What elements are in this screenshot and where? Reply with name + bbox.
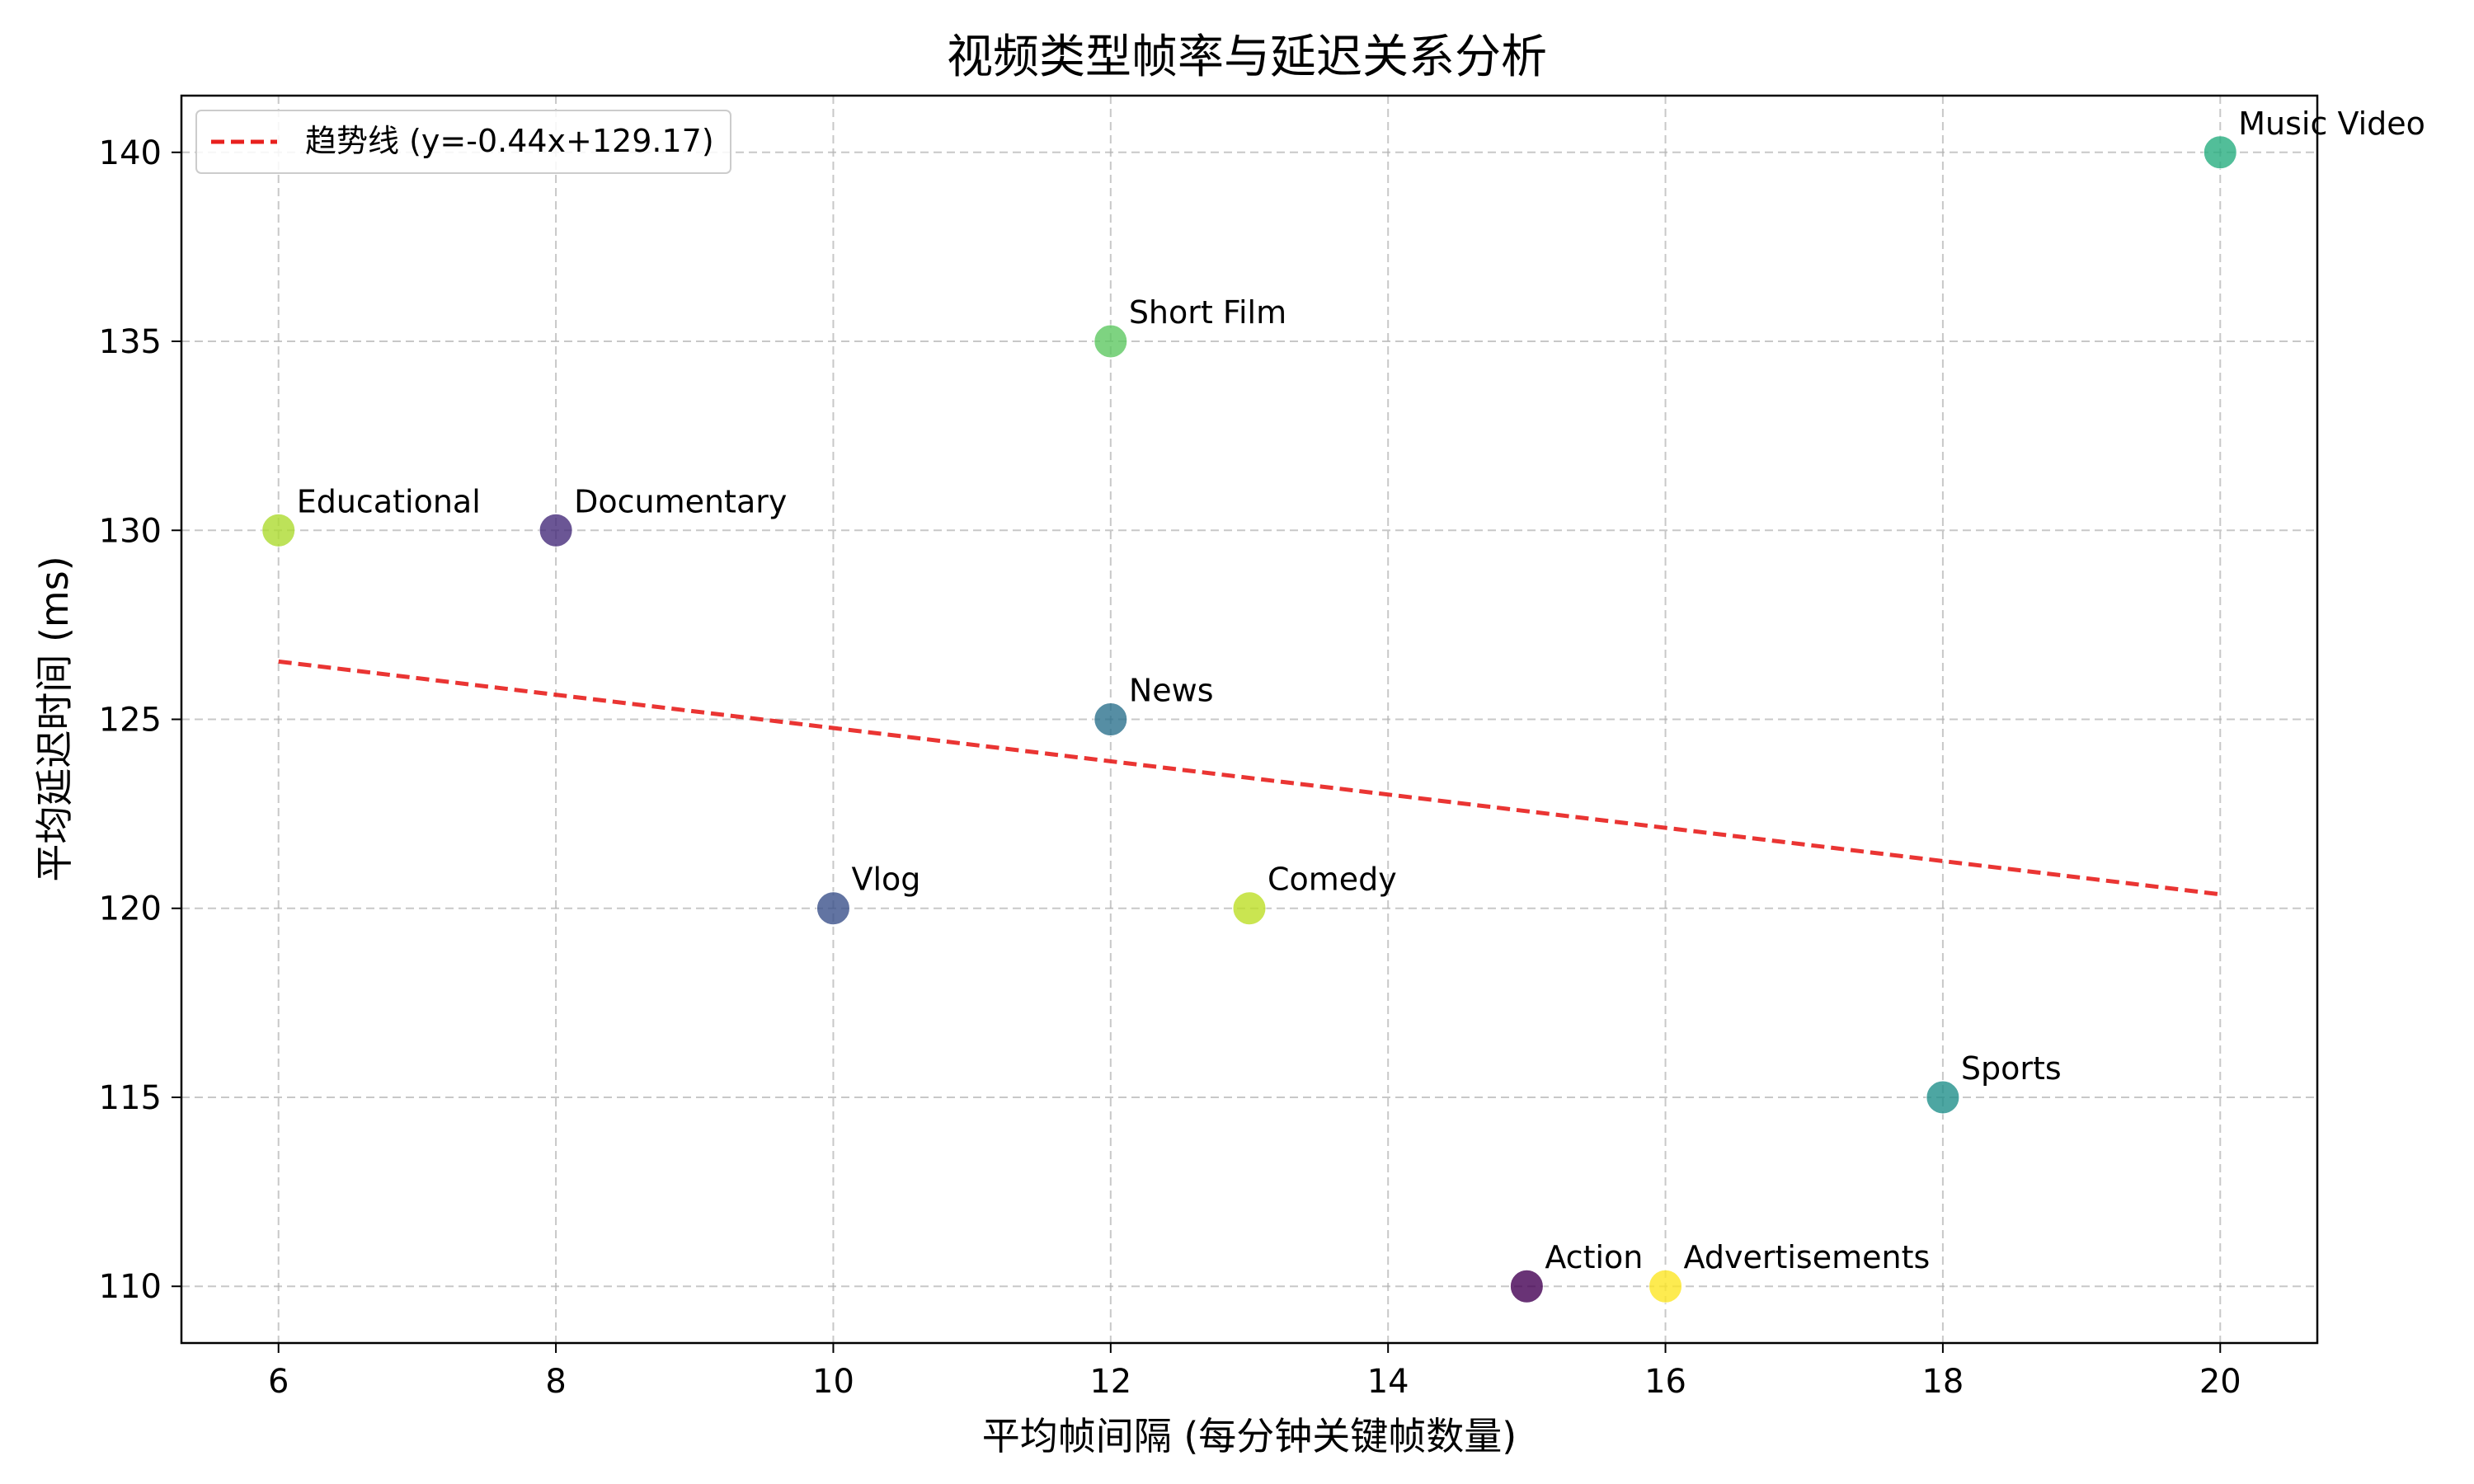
legend-trend-label: 趋势线 (y=-0.44x+129.17)	[305, 123, 714, 159]
x-axis-ticks: 6 8 10 12 14 16 18 20	[268, 1343, 2241, 1401]
x-tick-label: 10	[812, 1363, 854, 1401]
data-point	[1649, 1269, 1683, 1303]
data-point	[816, 891, 850, 926]
x-tick-label: 14	[1367, 1363, 1409, 1401]
data-point	[1232, 891, 1267, 926]
point-label: Comedy	[1268, 862, 1397, 898]
data-point	[1509, 1269, 1544, 1303]
point-label: Music Video	[2238, 106, 2425, 142]
point-label: Vlog	[851, 862, 920, 898]
point-label: Documentary	[574, 483, 787, 519]
x-tick-label: 6	[268, 1363, 289, 1401]
trendline	[278, 659, 2221, 897]
y-tick-label: 135	[99, 323, 162, 361]
y-tick-label: 120	[99, 890, 162, 928]
data-point	[1926, 1080, 1960, 1115]
y-tick-label: 130	[99, 512, 162, 550]
data-point	[1094, 324, 1128, 359]
y-axis-label: 平均延迟时间 (ms)	[32, 556, 77, 881]
point-label: Action	[1545, 1239, 1643, 1275]
data-point	[1094, 702, 1128, 736]
data-point	[261, 513, 296, 547]
chart-title: 视频类型帧率与延迟关系分析	[947, 31, 1547, 84]
points-group	[261, 135, 2237, 1303]
y-tick-label: 110	[99, 1268, 162, 1306]
x-tick-label: 18	[1921, 1363, 1964, 1401]
legend-box	[195, 110, 731, 174]
x-tick-label: 12	[1089, 1363, 1131, 1401]
legend: 趋势线 (y=-0.44x+129.17)	[195, 110, 731, 174]
data-point	[539, 513, 573, 547]
point-label: Short Film	[1129, 294, 1286, 331]
y-tick-label: 140	[99, 134, 162, 172]
point-label: Educational	[297, 483, 481, 519]
y-tick-label: 115	[99, 1079, 162, 1117]
data-point	[2203, 135, 2237, 170]
x-tick-label: 20	[2199, 1363, 2241, 1401]
y-axis-ticks: 110 115 120 125 130 135 140	[99, 134, 181, 1306]
x-tick-label: 16	[1644, 1363, 1686, 1401]
trendline-group	[278, 659, 2221, 897]
x-tick-label: 8	[545, 1363, 566, 1401]
point-labels-group: Action Documentary Vlog News Sports Music Vid…	[297, 106, 2425, 1275]
y-tick-label: 125	[99, 702, 162, 740]
point-label: Sports	[1961, 1050, 2062, 1087]
grid	[181, 96, 2317, 1343]
x-axis-label: 平均帧间隔 (每分钟关键帧数量)	[982, 1414, 1517, 1458]
point-label: News	[1129, 673, 1214, 709]
point-label: Advertisements	[1684, 1239, 1931, 1275]
